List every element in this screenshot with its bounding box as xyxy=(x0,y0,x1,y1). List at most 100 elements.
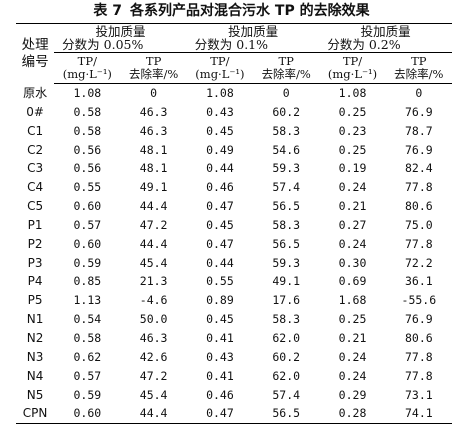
treatment-id-cell: P1 xyxy=(27,217,43,232)
table-row: P2 0.60 44.4 0.47 56.5 0.24 77.8 xyxy=(16,235,452,254)
cell-rate-0.2: -55.6 xyxy=(401,293,437,308)
table-row: P1 0.57 47.2 0.45 58.3 0.27 75.0 xyxy=(16,216,452,235)
table-row: 原水 1.08 0 1.08 0 1.08 0 xyxy=(16,84,452,103)
cell-tp-0.1: 0.44 xyxy=(206,161,234,176)
cell-rate-0.2: 80.6 xyxy=(404,199,433,214)
cell-tp-0.05: 0.56 xyxy=(73,142,102,157)
cell-rate-0.2: 76.9 xyxy=(404,142,433,157)
cell-tp-0.05: 0.59 xyxy=(73,387,102,402)
cell-rate-0.2: 77.8 xyxy=(404,180,433,195)
table-row: C4 0.55 49.1 0.46 57.4 0.24 77.8 xyxy=(16,178,452,197)
cell-tp-0.05: 0.60 xyxy=(54,404,121,425)
cell-tp-0.05: 0.56 xyxy=(73,161,102,176)
group-header-line-2: 分数为 0.05% xyxy=(62,37,144,52)
cell-rate-0.05: 49.1 xyxy=(139,180,168,195)
cell-tp-0.05: 1.08 xyxy=(73,86,102,100)
cell-tp-0.1: 0.89 xyxy=(206,293,234,308)
cell-tp-0.2: 1.68 xyxy=(338,293,367,308)
cell-rate-0.2: 76.9 xyxy=(404,104,433,119)
cell-rate-0.2: 75.0 xyxy=(404,217,433,232)
cell-tp-0.2: 0.24 xyxy=(338,349,367,364)
cell-tp-0.1: 0.55 xyxy=(206,274,234,289)
cell-tp-0.05: 1.13 xyxy=(73,293,102,308)
cell-tp-0.1: 0.47 xyxy=(186,404,254,425)
table-row: C5 0.60 44.4 0.47 56.5 0.21 80.6 xyxy=(16,197,452,216)
cell-tp-0.2: 0.24 xyxy=(338,368,367,383)
cell-rate-0.1: 60.2 xyxy=(272,104,301,119)
table-row: N3 0.62 42.6 0.43 60.2 0.24 77.8 xyxy=(16,348,452,367)
tp-header-line-1: TP/ xyxy=(77,54,97,68)
tp-concentration-header: TP/ (mg·L⁻¹) xyxy=(186,52,254,84)
cell-rate-0.05: 21.3 xyxy=(139,274,168,289)
cell-rate-0.1: 59.3 xyxy=(272,255,301,270)
tp-header-line-2: (mg·L⁻¹) xyxy=(327,67,378,81)
treatment-id-cell: C4 xyxy=(27,180,44,195)
treatment-id-cell: CPN xyxy=(16,404,55,425)
cell-tp-0.1: 0.49 xyxy=(206,142,234,157)
group-header-line-2: 分数为 0.2% xyxy=(327,37,401,52)
rate-header-line-2: 去除率/% xyxy=(394,67,444,81)
treatment-id-cell: P4 xyxy=(27,274,43,289)
cell-rate-0.1: 17.6 xyxy=(272,293,301,308)
cell-rate-0.2: 72.2 xyxy=(404,255,433,270)
treatment-id-cell: 0# xyxy=(26,104,44,119)
table-row: C3 0.56 48.1 0.44 59.3 0.19 82.4 xyxy=(16,159,452,178)
cell-rate-0.05: 46.3 xyxy=(139,104,168,119)
table-caption: 表 7 各系列产品对混合污水 TP 的去除效果 xyxy=(0,2,463,20)
group-header-line-1: 投加质量 xyxy=(228,24,279,39)
cell-rate-0.05: -4.6 xyxy=(139,293,168,308)
table-row: C2 0.56 48.1 0.49 54.6 0.25 76.9 xyxy=(16,141,452,160)
cell-tp-0.2: 0.25 xyxy=(338,104,367,119)
cell-tp-0.1: 1.08 xyxy=(206,86,234,100)
tp-header-line-1: TP/ xyxy=(342,54,363,68)
group-header-0.1: 投加质量 分数为 0.1% xyxy=(186,23,320,53)
table-row: N4 0.57 47.2 0.41 62.0 0.24 77.8 xyxy=(16,367,452,386)
rate-header-line-2: 去除率/% xyxy=(261,67,311,81)
treatment-id-cell: N5 xyxy=(26,387,44,402)
cell-rate-0.2: 80.6 xyxy=(404,330,433,345)
cell-rate-0.05: 42.6 xyxy=(139,349,168,364)
treatment-id-cell: 原水 xyxy=(23,85,48,100)
treatment-id-cell: N4 xyxy=(26,368,44,383)
tp-removal-table: 处理 编号 投加质量 分数为 0.05% 投加质量 分数为 0.1% 投加质量 … xyxy=(16,23,452,425)
cell-rate-0.1: 60.2 xyxy=(272,349,301,364)
cell-rate-0.2: 76.9 xyxy=(404,312,433,327)
cell-tp-0.2: 0.29 xyxy=(338,387,367,402)
id-header-line-2: 编号 xyxy=(21,53,49,70)
cell-tp-0.2: 0.21 xyxy=(338,199,367,214)
header-group-row: 处理 编号 投加质量 分数为 0.05% 投加质量 分数为 0.1% 投加质量 … xyxy=(16,23,452,84)
treatment-id-cell: N2 xyxy=(26,330,44,345)
tp-removal-rate-header: TP 去除率/% xyxy=(253,52,320,84)
cell-rate-0.05: 0 xyxy=(150,86,158,100)
treatment-id-cell: N3 xyxy=(26,349,44,364)
table-row: N5 0.59 45.4 0.46 57.4 0.29 73.1 xyxy=(16,386,452,405)
cell-rate-0.05: 44.4 xyxy=(139,199,168,214)
treatment-id-cell: N1 xyxy=(26,312,44,327)
tp-header-line-2: (mg·L⁻¹) xyxy=(62,67,112,81)
id-column-header: 处理 编号 xyxy=(16,23,55,84)
cell-rate-0.1: 49.1 xyxy=(272,274,301,289)
treatment-id-cell: P5 xyxy=(27,293,43,308)
cell-rate-0.1: 62.0 xyxy=(272,330,301,345)
cell-tp-0.05: 0.57 xyxy=(73,217,102,232)
cell-rate-0.2: 78.7 xyxy=(404,123,433,138)
cell-rate-0.1: 54.6 xyxy=(272,142,301,157)
table-title: 各系列产品对混合污水 TP 的去除效果 xyxy=(130,3,370,19)
cell-rate-0.1: 58.3 xyxy=(272,123,301,138)
group-header-0.2: 投加质量 分数为 0.2% xyxy=(319,23,452,53)
header-sub-row: TP/ (mg·L⁻¹) TP 去除率/% TP/ (mg·L⁻¹) TP 去除… xyxy=(16,52,452,84)
cell-rate-0.1: 57.4 xyxy=(272,180,301,195)
cell-tp-0.1: 0.47 xyxy=(206,199,234,214)
cell-tp-0.2: 1.08 xyxy=(338,86,367,100)
cell-rate-0.2: 74.1 xyxy=(385,404,452,425)
cell-rate-0.05: 48.1 xyxy=(139,161,168,176)
group-header-line-1: 投加质量 xyxy=(360,24,411,39)
cell-tp-0.05: 0.62 xyxy=(73,349,102,364)
cell-tp-0.1: 0.46 xyxy=(206,387,234,402)
treatment-id-cell: P2 xyxy=(27,236,43,251)
cell-rate-0.1: 62.0 xyxy=(272,368,301,383)
rate-header-line-2: 去除率/% xyxy=(128,67,179,81)
cell-tp-0.1: 0.44 xyxy=(206,255,234,270)
cell-tp-0.2: 0.24 xyxy=(338,236,367,251)
cell-tp-0.2: 0.25 xyxy=(338,142,367,157)
